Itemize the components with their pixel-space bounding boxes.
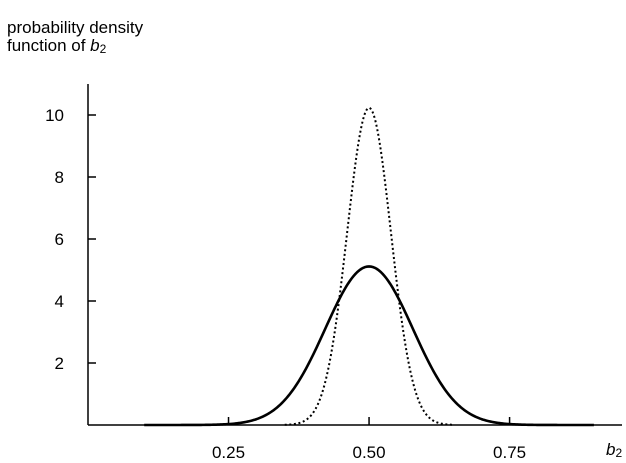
y-tick-label: 4 <box>55 292 64 311</box>
x-axis-label-var: b <box>606 440 616 459</box>
solid-density-curve <box>144 265 594 427</box>
x-axis-label-sub: 2 <box>615 446 623 460</box>
x-tick-label: 0.25 <box>212 443 245 462</box>
x-tick-label: 0.50 <box>353 443 386 462</box>
axes: 2 4 6 8 10 0.25 0.50 0.75 <box>45 84 622 462</box>
y-axis-label-prefix: function of <box>7 36 91 55</box>
x-tick-label: 0.75 <box>493 443 526 462</box>
y-axis-label-var: b <box>90 36 100 55</box>
y-tick-label: 10 <box>45 106 64 125</box>
y-tick-label: 8 <box>55 168 64 187</box>
y-tick-label: 2 <box>55 354 64 373</box>
y-axis-label-line2: function of b2 <box>7 37 143 58</box>
x-axis-label: b2 <box>606 440 622 460</box>
y-axis-label-sub: 2 <box>99 42 107 56</box>
y-axis-label-line1: probability density <box>7 18 144 37</box>
y-axis-label: probability density function of b2 <box>7 19 143 58</box>
curves <box>144 106 594 427</box>
y-tick-label: 6 <box>55 230 64 249</box>
